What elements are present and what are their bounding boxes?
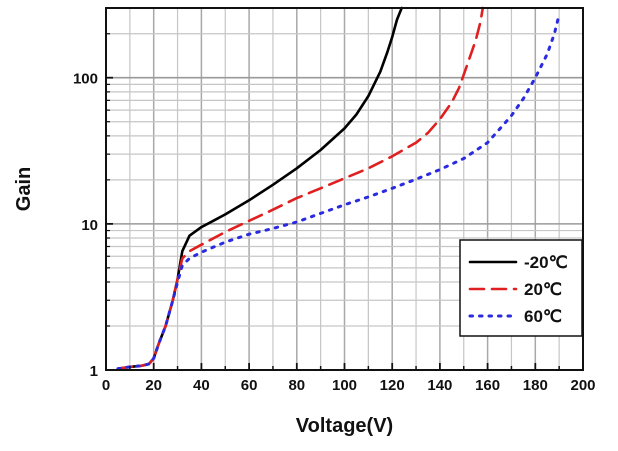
x-tick-label: 0 <box>102 377 110 394</box>
y-axis-label: Gain <box>13 167 35 211</box>
x-tick-label: 20 <box>145 377 162 394</box>
series-line-1 <box>116 6 404 371</box>
x-tick-label: 60 <box>241 377 258 394</box>
legend-label-3: 60℃ <box>524 307 562 326</box>
legend-label-2: 20℃ <box>524 280 562 299</box>
y-tick-label: 100 <box>73 71 98 88</box>
x-tick-label: 120 <box>380 377 405 394</box>
x-tick-label: 200 <box>570 377 595 394</box>
x-tick-label: 40 <box>193 377 210 394</box>
y-tick-label: 10 <box>81 217 98 234</box>
series-line-2 <box>116 6 485 371</box>
legend: -20℃ 20℃ 60℃ <box>459 239 583 337</box>
series-layer <box>116 6 561 371</box>
legend-items: -20℃ 20℃ 60℃ <box>468 253 568 326</box>
x-tick-label: 140 <box>427 377 452 394</box>
series-line-3 <box>116 13 561 371</box>
x-tick-label: 80 <box>288 377 305 394</box>
legend-label-1: -20℃ <box>524 253 568 272</box>
x-tick-label: 180 <box>523 377 548 394</box>
y-tick-label: 1 <box>90 363 98 380</box>
tick-layer: 0 20 40 60 80 100 120 140 160 180 200 1 10 100 <box>73 33 596 394</box>
x-axis-label: Voltage(V) <box>296 415 393 437</box>
x-tick-label: 100 <box>332 377 357 394</box>
x-tick-label: 160 <box>475 377 500 394</box>
